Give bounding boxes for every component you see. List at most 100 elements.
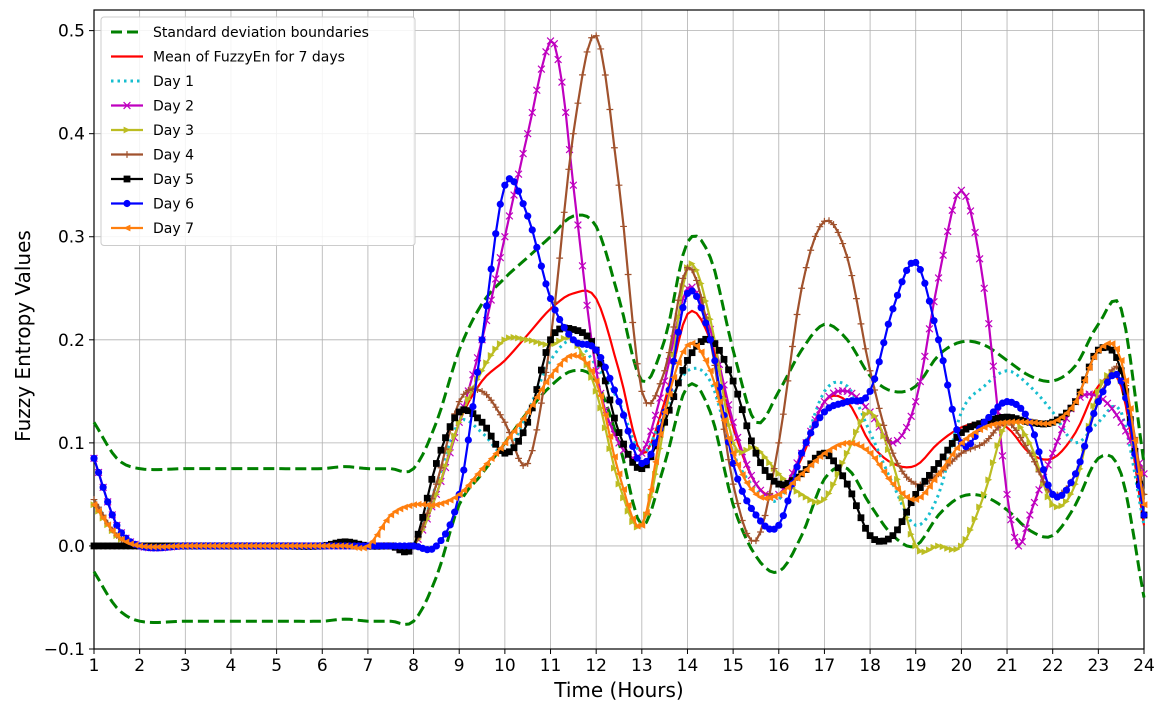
data-point xyxy=(967,431,974,439)
data-point xyxy=(483,302,491,310)
data-point xyxy=(907,495,915,503)
data-point xyxy=(451,414,459,422)
data-point xyxy=(816,498,824,506)
data-point xyxy=(884,535,892,543)
data-point xyxy=(980,439,988,447)
data-point xyxy=(898,467,906,475)
data-point xyxy=(1010,533,1019,542)
data-point xyxy=(798,284,806,292)
data-point xyxy=(350,544,358,551)
data-point xyxy=(95,507,102,515)
data-point xyxy=(510,444,518,452)
data-point xyxy=(401,548,408,556)
data-point xyxy=(149,543,157,551)
data-point xyxy=(519,200,527,208)
data-point xyxy=(186,542,194,550)
x-tick-label: 4 xyxy=(226,656,237,676)
data-point xyxy=(1090,353,1098,361)
data-point xyxy=(1017,404,1025,412)
data-point xyxy=(825,392,833,401)
data-point xyxy=(432,460,440,467)
data-point xyxy=(1017,434,1025,441)
data-point xyxy=(647,427,655,436)
data-point xyxy=(766,473,774,481)
data-point xyxy=(939,543,947,551)
data-point xyxy=(811,454,819,462)
data-point xyxy=(916,493,924,501)
data-point xyxy=(547,336,554,344)
data-point xyxy=(327,542,335,550)
data-point xyxy=(569,326,577,333)
data-point xyxy=(619,411,628,419)
data-point xyxy=(757,459,764,467)
data-point xyxy=(688,349,696,357)
data-point xyxy=(647,450,655,458)
data-point xyxy=(775,521,783,529)
data-point xyxy=(811,233,819,240)
x-tick-label: 7 xyxy=(362,656,373,676)
data-point xyxy=(953,545,961,553)
data-point xyxy=(615,480,623,488)
data-point xyxy=(1058,425,1066,434)
data-point xyxy=(793,487,801,495)
data-point xyxy=(1122,377,1130,385)
data-point xyxy=(1058,502,1066,510)
data-point xyxy=(583,48,591,56)
data-point xyxy=(921,477,929,485)
data-point xyxy=(862,446,869,453)
data-point xyxy=(496,411,504,419)
data-point xyxy=(857,443,865,450)
data-point xyxy=(423,494,431,502)
data-point xyxy=(113,542,121,550)
data-point xyxy=(565,352,573,360)
data-point xyxy=(688,266,696,274)
data-point xyxy=(747,504,755,513)
data-point xyxy=(506,448,513,456)
data-point xyxy=(684,357,691,364)
data-point xyxy=(693,342,701,350)
data-point xyxy=(1039,466,1048,474)
data-point xyxy=(921,548,929,556)
data-point xyxy=(282,542,290,550)
data-point xyxy=(496,253,505,262)
data-point xyxy=(825,446,833,454)
data-point xyxy=(629,518,637,526)
data-point xyxy=(414,500,422,508)
x-tick-label: 17 xyxy=(814,656,836,676)
data-point xyxy=(848,439,856,447)
data-point xyxy=(948,206,957,215)
data-point xyxy=(752,480,760,488)
data-point xyxy=(592,377,600,385)
data-point xyxy=(903,266,911,275)
data-point xyxy=(902,423,911,432)
data-point xyxy=(501,439,509,447)
data-point xyxy=(1072,398,1079,406)
data-point xyxy=(757,528,764,536)
data-point xyxy=(615,398,623,406)
data-point xyxy=(1117,367,1125,375)
data-point xyxy=(733,433,742,442)
data-point xyxy=(597,392,605,400)
x-tick-label: 3 xyxy=(180,656,191,676)
data-point xyxy=(907,499,915,507)
data-point xyxy=(579,329,586,336)
legend-label: Day 1 xyxy=(153,74,194,90)
data-point xyxy=(606,445,614,453)
data-point xyxy=(419,514,427,521)
data-point xyxy=(816,450,824,458)
data-point xyxy=(903,493,911,501)
data-point xyxy=(679,348,687,356)
data-point xyxy=(884,437,892,444)
data-point xyxy=(515,334,522,342)
data-point xyxy=(898,278,906,286)
x-tick-label: 15 xyxy=(722,656,744,676)
data-point xyxy=(218,542,226,550)
data-point xyxy=(254,542,262,550)
data-point xyxy=(743,497,751,505)
data-point xyxy=(989,429,997,437)
data-point xyxy=(405,502,413,510)
data-point xyxy=(533,393,541,401)
data-point xyxy=(441,530,450,538)
data-point xyxy=(743,530,751,537)
data-point xyxy=(556,315,564,324)
